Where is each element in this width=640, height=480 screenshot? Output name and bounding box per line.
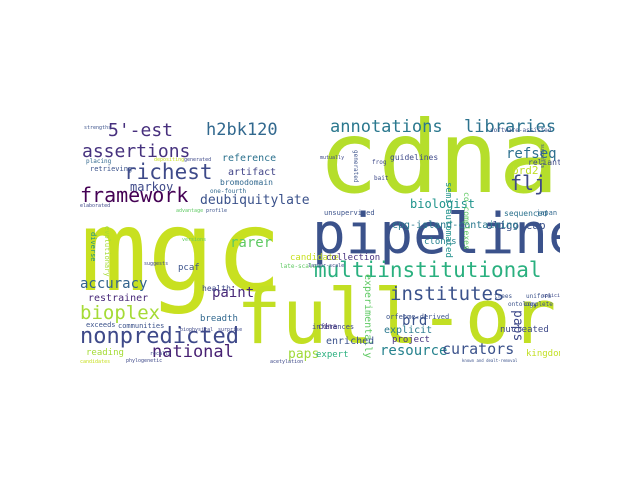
word-suggests: suggests xyxy=(144,261,169,267)
word-cpg-island-containing: cpg-island-containing xyxy=(392,220,519,231)
word-nucleated: nucleated xyxy=(500,325,549,335)
word-sequenced: sequenced xyxy=(504,209,548,218)
word-project: project xyxy=(392,335,430,345)
word-flj: flj xyxy=(510,171,547,195)
word-pcaf: pcaf xyxy=(178,263,200,273)
word-brd2: brd2 xyxy=(512,164,539,177)
word-expert: expert xyxy=(316,350,349,360)
word-surprise: surprise xyxy=(218,327,243,333)
word-5-est: 5'-est xyxy=(108,120,174,141)
word-reading: reading xyxy=(86,348,124,358)
word-profile: profile xyxy=(206,208,228,214)
word-strengths: strengths xyxy=(84,125,112,131)
word-national: national xyxy=(152,342,234,362)
word-accuracy: accuracy xyxy=(80,276,148,292)
word-advantage: advantage xyxy=(176,208,204,214)
word-bioplex: bioplex xyxy=(80,302,161,324)
word-cdnas: cdnas xyxy=(318,114,560,216)
word-evolutionary: evolutionary xyxy=(103,226,111,277)
word-h2bk120: h2bk120 xyxy=(206,120,278,140)
word-orfeome-derived: orfeome-derived xyxy=(386,313,450,321)
word-candidate: candidate xyxy=(290,253,339,263)
word-japan: japan xyxy=(536,209,558,217)
word-breadth: breadth xyxy=(200,314,238,324)
word-known-and-dealt-removal: known and dealt-removal xyxy=(462,358,518,363)
word-restrainer: restrainer xyxy=(88,293,149,304)
word-bait: bait xyxy=(374,175,389,182)
word-software-assisted: software-assisted xyxy=(490,127,552,134)
word-paint: paint xyxy=(212,285,255,301)
word-unsupervised: unsupervised xyxy=(324,209,375,217)
word-recalls: recalls xyxy=(150,351,172,357)
word-markov: markov xyxy=(130,180,174,194)
word-retrieving: retrieving xyxy=(90,165,133,173)
word-versions: versions xyxy=(182,237,207,243)
word-full-orf: full-orf xyxy=(236,272,560,361)
word-inferences: inferences xyxy=(312,323,355,331)
word-placing: placing xyxy=(86,158,112,165)
word-publicly: generated xyxy=(352,150,359,183)
word-guidelines: guidelines xyxy=(390,153,439,162)
word-biologist: biologist xyxy=(410,197,476,211)
word-reliant: reliant xyxy=(528,158,560,167)
word-ontology: ontology xyxy=(508,301,537,308)
word-mutually: mutually xyxy=(320,155,345,161)
word-diverse: diverse xyxy=(89,232,97,262)
word-reference: reference xyxy=(222,153,277,164)
word-bromodomain: bromodomain xyxy=(220,178,273,187)
word-multiinstitutional: multiinstitutional xyxy=(314,258,542,282)
word-trees: trees xyxy=(494,293,513,300)
word-framework: framework xyxy=(80,183,189,207)
word-clones: clones xyxy=(424,237,457,247)
word-annotations: annotations xyxy=(330,117,443,137)
word-curators: curators xyxy=(442,340,515,358)
word-kingdoms: kingdoms xyxy=(526,349,560,359)
word-communities: communities xyxy=(118,322,165,330)
word-mgc: mgc xyxy=(80,187,283,317)
word-deubiquitylate: deubiquitylate xyxy=(200,193,310,208)
word-pipeline: pipeline xyxy=(312,202,560,267)
word-depositing: depositing xyxy=(154,157,185,163)
word-refseq: refseq xyxy=(506,146,557,162)
word-candidates: candidates xyxy=(80,359,111,365)
word-artifact: artifact xyxy=(228,167,277,178)
word-complete: complete xyxy=(524,301,553,308)
word-resource: resource xyxy=(380,343,448,359)
word-cloud: cdnas mgc pipeline full-orf multiinstitu… xyxy=(80,114,560,368)
word-tsss: paps xyxy=(288,347,320,362)
word-acetylation: acetylation xyxy=(270,359,304,365)
word-co-complexes: co-complexes xyxy=(462,192,471,250)
word-oligo-cap: oligo-cap xyxy=(486,219,546,232)
word-splicing: splicing xyxy=(542,293,560,299)
word-health: health xyxy=(202,284,231,293)
word-frog: frog xyxy=(372,159,387,166)
word-institutes: institutes xyxy=(390,283,505,305)
word-collection: collection xyxy=(326,253,381,263)
word-larger-scale: larger-scale xyxy=(308,263,345,269)
word-elaborated: elaborated xyxy=(80,203,111,209)
word-richest: richest xyxy=(124,160,213,184)
word-brd: brd xyxy=(402,313,428,329)
word-nonpredicted: nonpredicted xyxy=(80,324,239,349)
word-exceeds: exceeds xyxy=(86,321,116,329)
word-phylogenetic: phylogenetic xyxy=(126,358,163,364)
word-explicit: explicit xyxy=(384,325,433,336)
word-libraries: libraries xyxy=(464,117,557,137)
word-biophysical: biophysical xyxy=(180,327,214,333)
word-cdna: cdna xyxy=(318,322,338,331)
word-one-fourth: one-fourth xyxy=(210,188,247,195)
word-late-scale: late-scale xyxy=(280,263,317,270)
word-generated: generated xyxy=(184,157,212,163)
word-rarer: rarer xyxy=(230,235,273,251)
word-uniform: uniform xyxy=(526,293,552,300)
word-enriched: enriched xyxy=(326,336,375,347)
word-assertions: assertions xyxy=(82,141,191,162)
